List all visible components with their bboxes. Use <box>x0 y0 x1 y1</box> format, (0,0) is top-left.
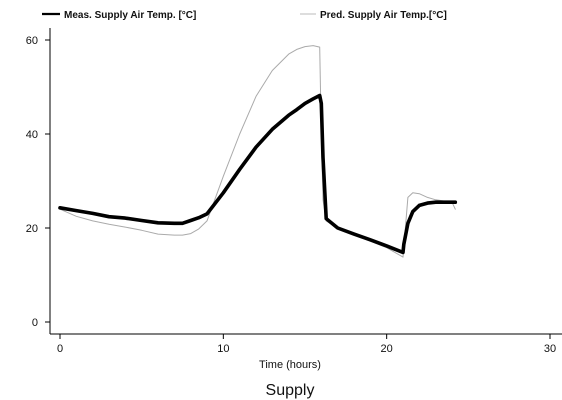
y-tick-label: 60 <box>26 35 38 47</box>
legend-label-predicted: Pred. Supply Air Temp.[°C] <box>320 10 447 21</box>
axes <box>49 28 562 335</box>
x-tick-label: 0 <box>57 343 63 355</box>
y-ticks: 0 20 40 60 <box>26 35 50 329</box>
x-tick-label: 30 <box>544 343 556 355</box>
series-line-measured <box>58 93 458 255</box>
figure-caption: Supply <box>266 382 315 399</box>
legend-label-measured: Meas. Supply Air Temp. [°C] <box>64 10 196 21</box>
y-tick-label: 0 <box>32 317 38 329</box>
legend: Meas. Supply Air Temp. [°C] Pred. Supply… <box>42 10 447 21</box>
x-tick-label: 20 <box>381 343 393 355</box>
series-line-predicted <box>59 45 456 258</box>
y-tick-label: 20 <box>26 223 38 235</box>
x-axis-label: Time (hours) <box>259 359 321 371</box>
x-ticks: 0 10 20 30 <box>57 334 556 355</box>
x-tick-label: 10 <box>217 343 229 355</box>
y-tick-label: 40 <box>26 129 38 141</box>
series-layer <box>58 45 458 258</box>
